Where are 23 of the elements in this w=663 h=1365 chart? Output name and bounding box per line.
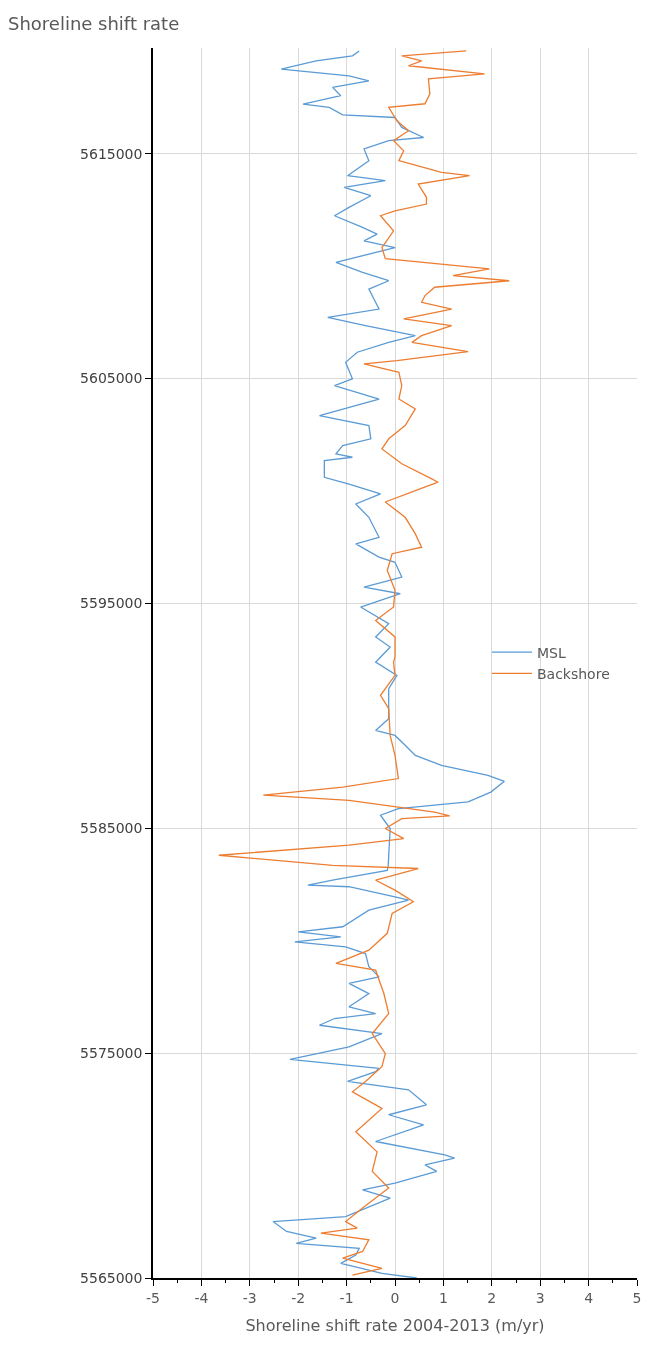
- x-tick-label: 2: [487, 1289, 497, 1306]
- x-tick-label: 0: [390, 1289, 400, 1306]
- x-tick-label: 4: [584, 1289, 594, 1306]
- x-tick-label: 5: [632, 1289, 642, 1306]
- legend-label: Backshore: [536, 665, 610, 682]
- x-tick-label: 3: [535, 1289, 545, 1306]
- x-axis-title: Shoreline shift rate 2004-2013 (m/yr): [245, 1315, 545, 1335]
- chart-title: Shoreline shift rate: [7, 13, 180, 35]
- line-series: [272, 50, 506, 1278]
- legend-label: MSL: [536, 644, 566, 661]
- x-tick-label: -2: [291, 1289, 306, 1306]
- y-tick-label: 5585000: [80, 820, 143, 837]
- x-tick-label: -4: [194, 1289, 209, 1306]
- x-tick-label: 1: [438, 1289, 448, 1306]
- y-tick-label: 5615000: [80, 145, 143, 162]
- y-tick-label: 5605000: [80, 370, 143, 387]
- x-tick-label: -5: [146, 1289, 160, 1306]
- x-tick-label: -1: [339, 1289, 354, 1306]
- y-tick-label: 5565000: [80, 1269, 143, 1286]
- line-series: [218, 50, 510, 1276]
- y-tick-label: 5595000: [80, 595, 143, 612]
- x-tick-label: -3: [242, 1289, 257, 1306]
- y-tick-label: 5575000: [80, 1045, 143, 1062]
